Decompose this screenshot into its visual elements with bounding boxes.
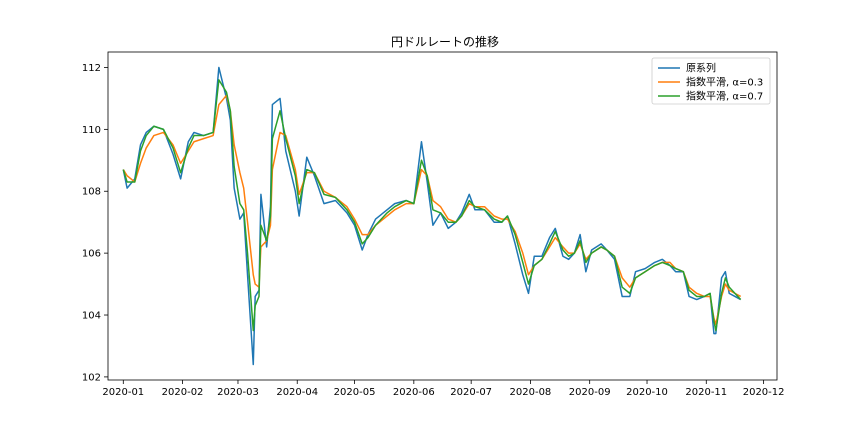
y-tick-label-1: 104 — [82, 311, 101, 322]
x-tick-label-8: 2020-09 — [569, 387, 611, 398]
series-line-2 — [122, 79, 742, 332]
x-tick-label-9: 2020-10 — [626, 387, 668, 398]
y-tick-label-2: 106 — [82, 249, 101, 260]
x-tick-label-6: 2020-07 — [450, 387, 492, 398]
x-tick-label-1: 2020-02 — [162, 387, 204, 398]
x-tick-label-4: 2020-05 — [334, 387, 376, 398]
x-tick-label-11: 2020-12 — [743, 387, 785, 398]
legend-frame — [651, 57, 771, 105]
legend-label-2: 指数平滑, α=0.7 — [686, 90, 763, 103]
y-tick-label-3: 108 — [82, 187, 101, 198]
x-tick-label-0: 2020-01 — [102, 387, 144, 398]
x-tick-label-10: 2020-11 — [685, 387, 727, 398]
series-line-0 — [122, 66, 742, 366]
plot-frame — [107, 51, 778, 381]
y-tick-label-4: 110 — [82, 125, 101, 136]
series-line-1 — [122, 94, 742, 326]
x-tick-label-2: 2020-03 — [217, 387, 259, 398]
x-tick-label-3: 2020-04 — [276, 387, 318, 398]
chart-title: 円ドルレートの推移 — [391, 35, 499, 49]
series-layer — [122, 66, 742, 366]
y-tick-label-0: 102 — [82, 372, 101, 383]
legend-label-1: 指数平滑, α=0.3 — [686, 76, 763, 89]
plot-area — [107, 51, 778, 381]
y-tick-label-5: 112 — [82, 63, 101, 74]
legend-label-0: 原系列 — [686, 62, 716, 75]
x-tick-label-7: 2020-08 — [510, 387, 552, 398]
x-tick-label-5: 2020-06 — [393, 387, 435, 398]
y-axis: 102 104 106 108 110 112 — [82, 63, 108, 383]
x-axis: 2020-01 2020-02 2020-03 2020-04 2020-05 2020-… — [102, 380, 785, 398]
